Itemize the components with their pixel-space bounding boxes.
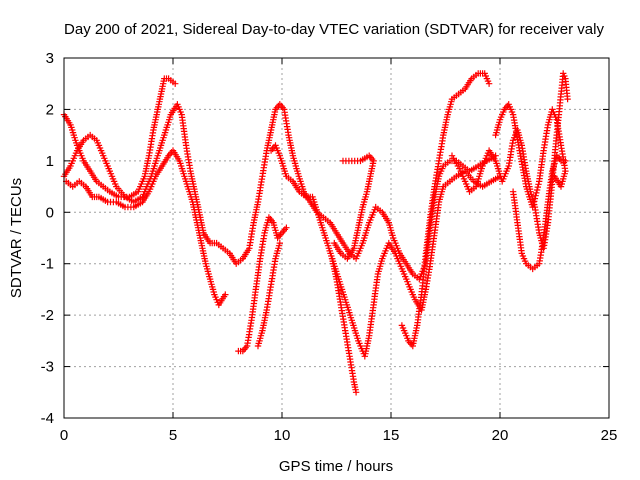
- x-tick-label: 20: [492, 427, 509, 444]
- data-point-markers: [492, 101, 569, 211]
- y-tick-label: 3: [46, 50, 54, 67]
- data-point-markers: [328, 167, 504, 360]
- series-track-4: [235, 214, 290, 355]
- series-track-7: [331, 152, 377, 262]
- data-point-markers: [509, 152, 569, 273]
- chart-title: Day 200 of 2021, Sidereal Day-to-day VTE…: [64, 21, 604, 38]
- series-track-9: [398, 70, 493, 350]
- axis-ticks: [63, 57, 610, 419]
- x-tick-label: 0: [60, 427, 68, 444]
- data-point-markers: [398, 70, 493, 350]
- data-point-markers: [235, 214, 290, 355]
- x-tick-label: 10: [274, 427, 291, 444]
- x-axis-label: GPS time / hours: [279, 458, 393, 475]
- y-tick-label: 2: [46, 101, 54, 118]
- y-tick-label: 1: [46, 153, 54, 170]
- data-point-markers: [254, 239, 283, 350]
- x-tick-label: 15: [383, 427, 400, 444]
- data-points: [60, 70, 571, 396]
- series-track-8: [328, 167, 504, 360]
- y-tick-labels: -4 -3 -2 -1 0 1 2 3: [41, 50, 54, 427]
- x-tick-label: 25: [601, 427, 618, 444]
- y-tick-label: -2: [41, 307, 54, 324]
- y-tick-label: -4: [41, 410, 54, 427]
- series-track-5: [254, 239, 283, 350]
- plot-frame: [63, 57, 610, 419]
- x-tick-labels: 0 5 10 15 20 25: [60, 427, 618, 444]
- series-track-11: [509, 152, 569, 273]
- data-point-markers: [331, 152, 377, 262]
- y-tick-label: -1: [41, 256, 54, 273]
- y-tick-label: 0: [46, 204, 54, 221]
- x-tick-label: 5: [169, 427, 177, 444]
- y-tick-label: -3: [41, 359, 54, 376]
- data-point-markers: [63, 147, 229, 309]
- series-track-12: [492, 101, 569, 211]
- y-axis-label: SDTVAR / TECUs: [8, 178, 25, 298]
- series-track-3: [63, 147, 229, 309]
